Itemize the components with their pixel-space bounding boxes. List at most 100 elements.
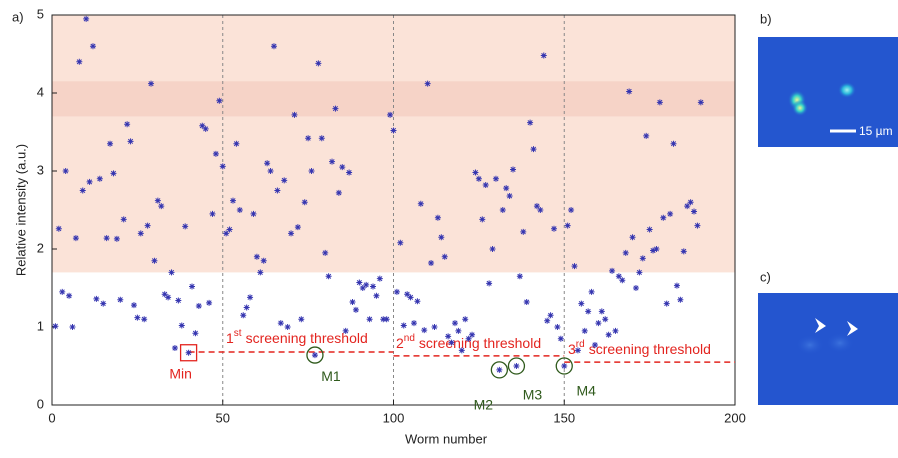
annotation-label: M3: [523, 387, 543, 403]
data-point: [346, 170, 352, 176]
data-point: [213, 151, 219, 157]
data-point: [370, 283, 376, 289]
data-point: [169, 269, 175, 275]
fluorescent-spot: [792, 100, 808, 116]
data-point: [606, 332, 612, 338]
data-point: [291, 112, 297, 118]
data-point: [83, 16, 89, 22]
data-point: [189, 283, 195, 289]
data-point: [148, 81, 154, 87]
data-point: [73, 235, 79, 241]
data-point: [442, 254, 448, 260]
y-tick-label: 1: [37, 318, 44, 333]
data-point: [653, 246, 659, 252]
data-point: [612, 328, 618, 334]
data-point: [472, 170, 478, 176]
scale-bar-label: 15 µm: [859, 124, 893, 138]
data-point: [332, 106, 338, 112]
data-point: [698, 99, 704, 105]
x-tick-label: 100: [383, 410, 405, 425]
data-point: [660, 215, 666, 221]
data-point: [544, 318, 550, 324]
data-point: [595, 320, 601, 326]
data-point: [493, 176, 499, 182]
data-point: [274, 188, 280, 194]
data-point: [377, 276, 383, 282]
data-point: [626, 88, 632, 94]
data-point: [582, 328, 588, 334]
data-point: [408, 294, 414, 300]
data-point: [63, 168, 69, 174]
data-point: [671, 141, 677, 147]
data-point: [469, 332, 475, 338]
annotation-label: M1: [321, 368, 341, 384]
data-point: [592, 342, 598, 348]
data-point: [271, 43, 277, 49]
data-point: [145, 223, 151, 229]
data-point: [367, 316, 373, 322]
data-point: [681, 248, 687, 254]
annotation-label: Min: [169, 365, 192, 381]
data-point: [599, 308, 605, 314]
data-point: [513, 363, 519, 369]
data-point: [575, 347, 581, 353]
data-point: [633, 285, 639, 291]
data-point: [80, 188, 86, 194]
annotation-label: M4: [577, 383, 597, 399]
data-point: [558, 336, 564, 342]
data-point: [524, 299, 530, 305]
data-point: [312, 352, 318, 358]
x-tick-label: 150: [553, 410, 575, 425]
data-point: [319, 135, 325, 141]
data-point: [90, 43, 96, 49]
data-point: [155, 198, 161, 204]
data-point: [66, 293, 72, 299]
data-point: [182, 223, 188, 229]
panel-label: c): [760, 269, 771, 284]
data-point: [520, 229, 526, 235]
data-point: [394, 289, 400, 295]
data-point: [128, 138, 134, 144]
micrograph: [758, 293, 898, 405]
data-point: [462, 316, 468, 322]
data-point: [172, 345, 178, 351]
data-point: [114, 236, 120, 242]
data-point: [397, 240, 403, 246]
data-point: [206, 300, 212, 306]
data-point: [571, 263, 577, 269]
data-point: [452, 320, 458, 326]
data-point: [192, 330, 198, 336]
data-point: [250, 211, 256, 217]
data-point: [636, 269, 642, 275]
data-point: [401, 322, 407, 328]
faint-spot: [796, 335, 824, 355]
data-point: [694, 223, 700, 229]
data-point: [500, 207, 506, 213]
data-point: [104, 235, 110, 241]
data-point: [220, 163, 226, 169]
data-point: [322, 250, 328, 256]
data-point: [151, 258, 157, 264]
y-tick-label: 2: [37, 240, 44, 255]
data-point: [87, 179, 93, 185]
data-point: [343, 328, 349, 334]
data-point: [667, 211, 673, 217]
data-point: [110, 170, 116, 176]
data-point: [674, 283, 680, 289]
data-point: [623, 250, 629, 256]
data-point: [486, 280, 492, 286]
data-point: [339, 164, 345, 170]
data-point: [309, 168, 315, 174]
data-point: [124, 121, 130, 127]
data-point: [326, 273, 332, 279]
y-tick-label: 3: [37, 162, 44, 177]
data-point: [640, 255, 646, 261]
data-point: [305, 135, 311, 141]
data-point: [445, 333, 451, 339]
data-point: [411, 320, 417, 326]
data-point: [438, 234, 444, 240]
data-point: [507, 193, 513, 199]
data-point: [264, 160, 270, 166]
y-tick-label: 5: [37, 6, 44, 21]
data-point: [278, 320, 284, 326]
